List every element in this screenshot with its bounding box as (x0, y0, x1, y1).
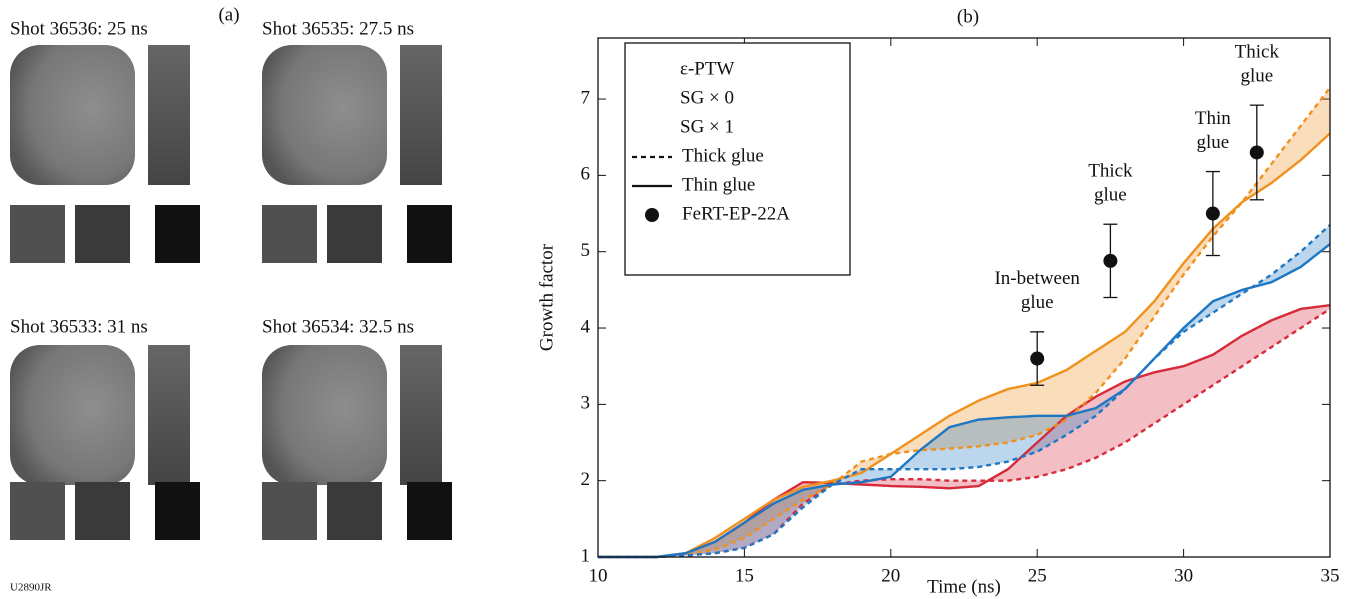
x-axis-label: Time (ns) (927, 576, 1001, 597)
annotation: glue (1021, 292, 1054, 313)
legend-marker (645, 208, 659, 222)
y-tick-label: 1 (581, 545, 591, 566)
radiograph-strip (148, 345, 190, 485)
y-tick-label: 4 (581, 316, 591, 337)
legend-label: Thick glue (682, 145, 764, 166)
annotation: Thick (1088, 161, 1133, 182)
step-wedge (10, 205, 65, 263)
shot-label: Shot 36535: 27.5 ns (262, 18, 414, 39)
step-wedge (262, 205, 317, 263)
y-tick-label: 5 (581, 240, 591, 261)
annotation: glue (1240, 66, 1273, 87)
radiograph-disc (262, 345, 387, 485)
data-point (1205, 206, 1220, 221)
shot-label: Shot 36536: 25 ns (10, 18, 148, 39)
radiograph-disc (10, 45, 135, 185)
figure-id: U2890JR (10, 582, 52, 594)
step-wedge (75, 205, 130, 263)
radiograph-strip (400, 45, 442, 185)
annotation: In-between (994, 268, 1080, 289)
legend-label: ε-PTW (680, 58, 734, 79)
legend-box (624, 42, 851, 276)
x-tick-label: 20 (881, 565, 900, 586)
step-wedge (75, 482, 130, 540)
radiograph-panel: Shot 36536: 25 ns Shot 36535: 27.5 ns Shot… (10, 18, 452, 540)
y-tick-label: 7 (581, 87, 591, 108)
series-line (598, 132, 1331, 559)
series-line (598, 243, 1331, 559)
annotation: glue (1197, 132, 1230, 153)
x-tick-label: 30 (1174, 565, 1193, 586)
legend-label: SG × 1 (680, 116, 734, 137)
step-wedge (327, 482, 382, 540)
step-wedge-dark (407, 482, 452, 540)
radiograph-disc (262, 45, 387, 185)
legend-label: FeRT-EP-22A (682, 203, 790, 224)
y-tick-label: 6 (581, 164, 591, 185)
legend: ε-PTW SG × 0 SG × 1 Thick glue Thin glue FeRT… (624, 42, 851, 276)
data-point (1249, 145, 1264, 160)
shot-label: Shot 36534: 32.5 ns (262, 316, 414, 337)
chart-title: (b) (957, 6, 979, 27)
step-wedge (327, 205, 382, 263)
shot-label: Shot 36533: 31 ns (10, 316, 148, 337)
x-tick-label: 35 (1321, 565, 1340, 586)
annotation: Thick (1235, 42, 1280, 63)
band-fill (598, 305, 1330, 557)
x-tick-label: 25 (1028, 565, 1047, 586)
y-tick-label: 2 (581, 469, 591, 490)
y-tick-label: 3 (581, 393, 591, 414)
panel-label: (a) (218, 4, 239, 25)
y-axis-label: Growth factor (536, 243, 557, 351)
x-tick-label: 10 (589, 565, 608, 586)
step-wedge-dark (155, 205, 200, 263)
radiograph-strip (148, 45, 190, 185)
annotation: Thin (1195, 108, 1231, 129)
series-line (598, 224, 1331, 559)
step-wedge-dark (155, 482, 200, 540)
radiograph-disc (10, 345, 135, 485)
step-wedge-dark (407, 205, 452, 263)
legend-label: SG × 0 (680, 87, 734, 108)
step-wedge (10, 482, 65, 540)
series-line (598, 307, 1331, 559)
data-point (1103, 253, 1118, 268)
x-tick-label: 15 (735, 565, 754, 586)
data-point (1030, 351, 1045, 366)
step-wedge (262, 482, 317, 540)
annotation: glue (1094, 185, 1127, 206)
legend-label: Thin glue (682, 174, 755, 195)
plot-frame (597, 37, 1331, 558)
radiograph-strip (400, 345, 442, 485)
